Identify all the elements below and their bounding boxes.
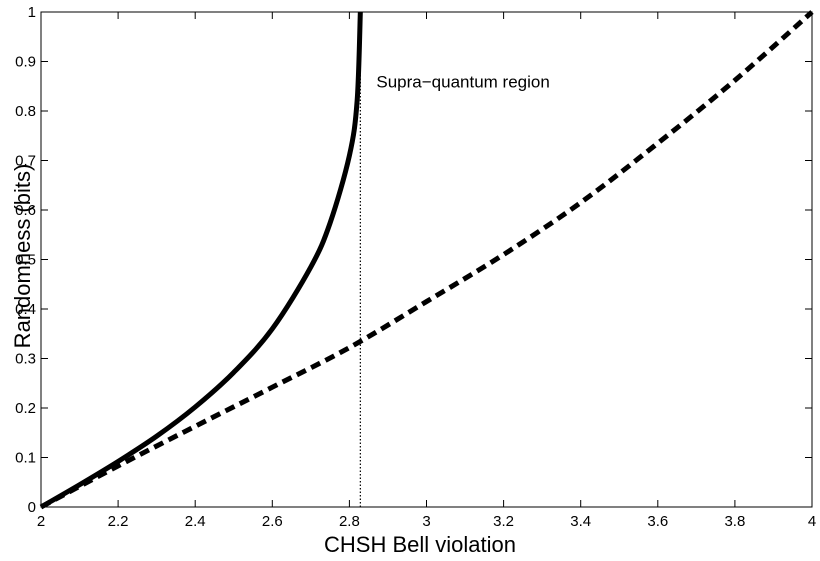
x-tick-label: 3.8 <box>724 513 745 530</box>
series-line-1 <box>39 11 363 510</box>
x-tick-label: 3.2 <box>493 513 514 530</box>
ticks-layer: 2 2.2 2.4 2.6 2.8 3 3.2 3.4 3.6 3.8 4 0 0.1 0.2 0.3 0.4… <box>15 4 816 530</box>
annotation-layer: Supra−quantum region <box>376 72 549 91</box>
y-tick-label: 1 <box>28 4 36 21</box>
y-tick-label: 0.2 <box>15 400 36 417</box>
y-axis-label: Randomness (bits) <box>10 164 35 349</box>
annotation-supra-quantum: Supra−quantum region <box>376 72 549 91</box>
x-axis-label: CHSH Bell violation <box>324 532 516 557</box>
y-tick-label: 0.7 <box>15 153 36 170</box>
x-tick-label: 3.6 <box>647 513 668 530</box>
x-tick-label: 2.4 <box>185 513 206 530</box>
y-tick-label: 0.8 <box>15 103 36 120</box>
x-tick-label: 2.8 <box>339 513 360 530</box>
x-tick-label: 3.4 <box>570 513 591 530</box>
y-tick-label: 0.6 <box>15 202 36 219</box>
y-tick-label: 0.4 <box>15 301 36 318</box>
series-layer <box>39 10 814 510</box>
y-tick-label: 0.3 <box>15 351 36 368</box>
y-tick-label: 0.1 <box>15 450 36 467</box>
x-tick-label: 2.2 <box>108 513 129 530</box>
x-tick-label: 2 <box>37 513 45 530</box>
x-tick-label: 3 <box>422 513 430 530</box>
series-line-2 <box>39 10 814 510</box>
y-tick-label: 0.9 <box>15 54 36 71</box>
x-tick-label: 2.6 <box>262 513 283 530</box>
y-tick-label: 0.5 <box>15 252 36 269</box>
y-tick-label: 0 <box>28 499 36 516</box>
x-tick-label: 4 <box>808 513 816 530</box>
